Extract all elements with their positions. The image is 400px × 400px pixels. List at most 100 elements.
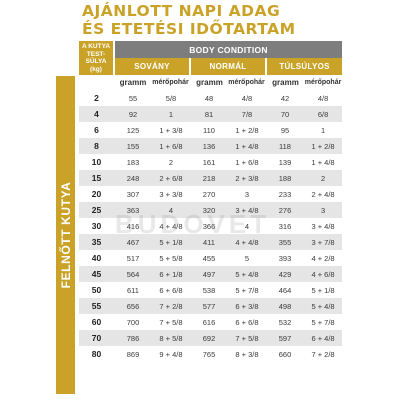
weight-header-line-2: TEST-SÚLYA — [79, 51, 113, 66]
gram-cell: 155 — [114, 138, 152, 154]
cup-cell: 7 + 5/8 — [152, 314, 190, 330]
cup-cell: 2 + 6/8 — [152, 170, 190, 186]
cup-cell: 8 + 5/8 — [152, 330, 190, 346]
weight-cell: 6 — [79, 122, 114, 138]
gram-cell: 656 — [114, 298, 152, 314]
cup-cell: 1 + 4/8 — [228, 138, 266, 154]
table-row: 2 55 5/8 48 4/8 42 4/8 — [79, 90, 342, 106]
gram-cell: 92 — [114, 106, 152, 122]
side-label-bar: FELNŐTT KUTYA — [56, 76, 75, 394]
gram-cell: 577 — [190, 298, 228, 314]
cup-cell: 6 + 6/8 — [228, 314, 266, 330]
gram-cell: 307 — [114, 186, 152, 202]
cup-cell: 6 + 4/8 — [304, 330, 342, 346]
cup-cell: 7/8 — [228, 106, 266, 122]
table-row: 55 656 7 + 2/8 577 6 + 3/8 498 5 + 4/8 — [79, 298, 342, 314]
table-row: 40 517 5 + 5/8 455 5 393 4 + 2/8 — [79, 250, 342, 266]
gram-cell: 393 — [266, 250, 304, 266]
feeding-table: A KUTYA TEST-SÚLYA (kg) BODY CONDITION S… — [79, 41, 342, 362]
table-row: 80 869 9 + 4/8 765 8 + 3/8 660 7 + 2/8 — [79, 346, 342, 362]
gram-cell: 455 — [190, 250, 228, 266]
gram-cell: 616 — [190, 314, 228, 330]
table-row: 20 307 3 + 3/8 270 3 233 2 + 4/8 — [79, 186, 342, 202]
gram-cell: 55 — [114, 90, 152, 106]
unit-header-gram: gramm — [114, 75, 152, 90]
gram-cell: 611 — [114, 282, 152, 298]
gram-cell: 110 — [190, 122, 228, 138]
weight-cell: 50 — [79, 282, 114, 298]
gram-cell: 429 — [266, 266, 304, 282]
gram-cell: 188 — [266, 170, 304, 186]
gram-cell: 467 — [114, 234, 152, 250]
cup-cell: 3 — [228, 186, 266, 202]
table-row: 45 564 6 + 1/8 497 5 + 4/8 429 4 + 6/8 — [79, 266, 342, 282]
table-body: 2 55 5/8 48 4/8 42 4/8 4 92 1 81 7/8 70 6/8 6 125 1 + 3/… — [79, 90, 342, 362]
cup-cell: 1 — [152, 106, 190, 122]
weight-column-header: A KUTYA TEST-SÚLYA (kg) — [79, 41, 114, 75]
table-row: 50 611 6 + 6/8 538 5 + 7/8 464 5 + 1/8 — [79, 282, 342, 298]
cup-cell: 7 + 5/8 — [228, 330, 266, 346]
cup-cell: 3 — [304, 202, 342, 218]
cup-cell: 3 + 4/8 — [304, 218, 342, 234]
cup-cell: 5 + 1/8 — [304, 282, 342, 298]
cup-cell: 7 + 2/8 — [304, 346, 342, 362]
table-row: 15 248 2 + 6/8 218 2 + 3/8 188 2 — [79, 170, 342, 186]
gram-cell: 270 — [190, 186, 228, 202]
unit-header-cup: mérőpohár — [228, 75, 266, 90]
cup-cell: 4 + 4/8 — [152, 218, 190, 234]
gram-cell: 81 — [190, 106, 228, 122]
gram-cell: 497 — [190, 266, 228, 282]
page-title: AJÁNLOTT NAPI ADAG ÉS ETETÉSI IDŐTARTAM — [82, 2, 382, 38]
weight-cell: 30 — [79, 218, 114, 234]
gram-cell: 411 — [190, 234, 228, 250]
cup-cell: 6/8 — [304, 106, 342, 122]
gram-cell: 464 — [266, 282, 304, 298]
category-header-sovany: SOVÁNY — [114, 58, 190, 75]
gram-cell: 366 — [190, 218, 228, 234]
gram-cell: 161 — [190, 154, 228, 170]
gram-cell: 248 — [114, 170, 152, 186]
cup-cell: 6 + 6/8 — [152, 282, 190, 298]
weight-header-line-3: (kg) — [79, 66, 113, 74]
gram-cell: 320 — [190, 202, 228, 218]
gram-cell: 183 — [114, 154, 152, 170]
weight-cell: 40 — [79, 250, 114, 266]
gram-cell: 692 — [190, 330, 228, 346]
gram-cell: 233 — [266, 186, 304, 202]
cup-cell: 1 + 2/8 — [228, 122, 266, 138]
title-line-2: ÉS ETETÉSI IDŐTARTAM — [82, 20, 382, 38]
gram-cell: 765 — [190, 346, 228, 362]
gram-cell: 532 — [266, 314, 304, 330]
cup-cell: 4/8 — [304, 90, 342, 106]
weight-cell: 20 — [79, 186, 114, 202]
weight-cell: 55 — [79, 298, 114, 314]
cup-cell: 7 + 2/8 — [152, 298, 190, 314]
gram-cell: 136 — [190, 138, 228, 154]
gram-cell: 42 — [266, 90, 304, 106]
title-line-1: AJÁNLOTT NAPI ADAG — [82, 2, 382, 20]
cup-cell: 2 — [304, 170, 342, 186]
cup-cell: 1 + 3/8 — [152, 122, 190, 138]
cup-cell: 5 + 7/8 — [304, 314, 342, 330]
cup-cell: 4 + 2/8 — [304, 250, 342, 266]
unit-header-cup: mérőpohár — [152, 75, 190, 90]
gram-cell: 416 — [114, 218, 152, 234]
gram-cell: 316 — [266, 218, 304, 234]
gram-cell: 538 — [190, 282, 228, 298]
cup-cell: 6 + 3/8 — [228, 298, 266, 314]
cup-cell: 1 + 6/8 — [228, 154, 266, 170]
cup-cell: 5 + 1/8 — [152, 234, 190, 250]
cup-cell: 4/8 — [228, 90, 266, 106]
weight-cell: 45 — [79, 266, 114, 282]
category-header-normal: NORMÁL — [190, 58, 266, 75]
gram-cell: 355 — [266, 234, 304, 250]
weight-cell: 35 — [79, 234, 114, 250]
weight-cell: 4 — [79, 106, 114, 122]
weight-header-line-1: A KUTYA — [79, 43, 113, 51]
table-row: 4 92 1 81 7/8 70 6/8 — [79, 106, 342, 122]
gram-cell: 218 — [190, 170, 228, 186]
gram-cell: 869 — [114, 346, 152, 362]
gram-cell: 95 — [266, 122, 304, 138]
cup-cell: 3 + 4/8 — [228, 202, 266, 218]
weight-cell: 80 — [79, 346, 114, 362]
